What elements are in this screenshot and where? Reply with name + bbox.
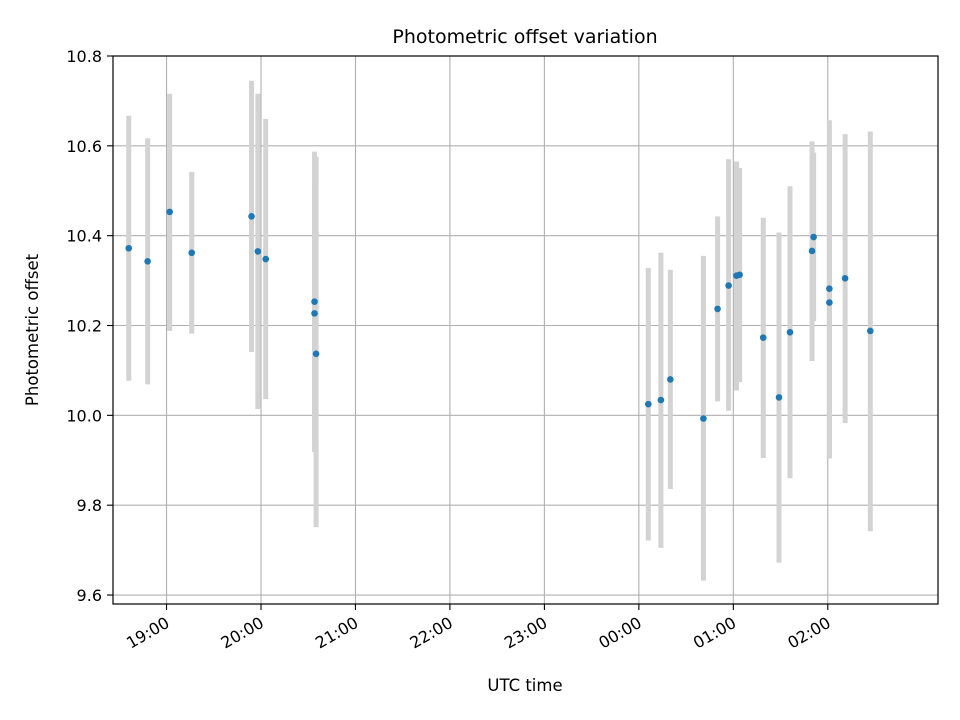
- chart-title: Photometric offset variation: [392, 26, 657, 48]
- data-point: [311, 310, 318, 317]
- data-point: [786, 328, 794, 336]
- data-point: [248, 213, 255, 220]
- data-point: [657, 396, 665, 404]
- data-point: [645, 400, 652, 408]
- data-point: [144, 257, 151, 265]
- data-point: [736, 271, 743, 279]
- data-point: [866, 327, 874, 335]
- data-point: [714, 305, 721, 313]
- data-point: [700, 415, 707, 422]
- y-tick-label: 9.8: [77, 496, 102, 515]
- x-axis-label: UTC time: [487, 676, 562, 695]
- axes-frame: [112, 55, 939, 605]
- data-points: [125, 208, 874, 422]
- y-tick-label: 10.0: [66, 406, 102, 425]
- y-tick-label: 10.4: [66, 227, 102, 246]
- y-axis-label: Photometric offset: [23, 253, 42, 406]
- data-point: [808, 247, 816, 255]
- data-point: [841, 275, 849, 282]
- data-point: [810, 233, 817, 241]
- data-point: [311, 298, 318, 306]
- y-tick-label: 10.2: [66, 317, 102, 336]
- data-point: [826, 285, 833, 292]
- data-point: [254, 248, 262, 255]
- data-point: [125, 244, 133, 252]
- data-point: [725, 282, 732, 289]
- data-point: [667, 376, 674, 383]
- data-point: [262, 255, 270, 263]
- data-point: [188, 249, 196, 257]
- y-tick-label: 10.6: [66, 137, 102, 156]
- data-point: [166, 208, 173, 216]
- data-point: [312, 350, 320, 358]
- y-tick-label: 10.8: [66, 47, 102, 66]
- y-tick-label: 9.6: [77, 586, 102, 605]
- data-point: [759, 334, 767, 341]
- data-point: [826, 299, 833, 306]
- data-point: [775, 394, 783, 401]
